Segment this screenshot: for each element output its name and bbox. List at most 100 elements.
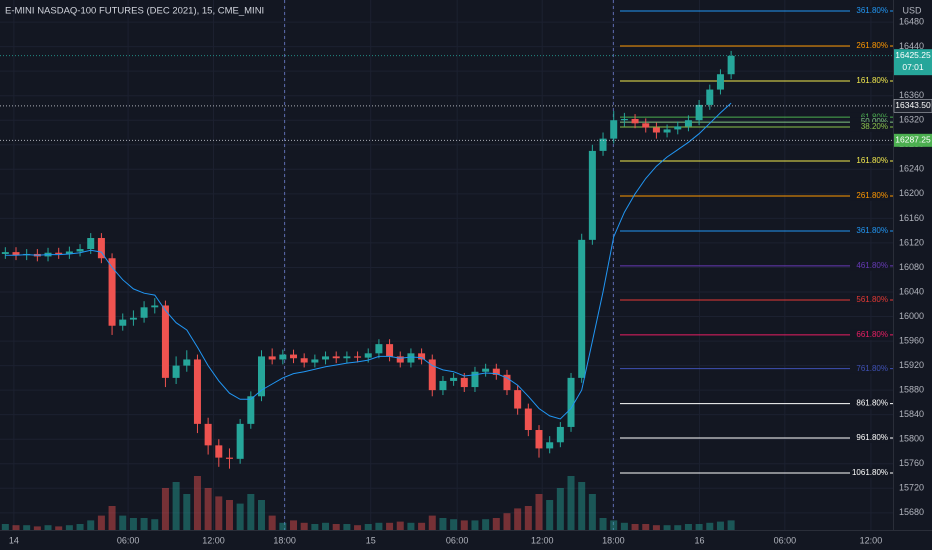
candle-body <box>716 74 724 90</box>
candle-body <box>1 252 9 254</box>
volume-bar <box>663 525 671 530</box>
volume-bar <box>12 525 20 530</box>
candle-body <box>354 356 362 358</box>
candle-body <box>524 408 532 431</box>
volume-bar <box>727 520 735 530</box>
volume-bar <box>460 520 468 530</box>
candle-body <box>87 238 95 250</box>
candle-body <box>290 354 298 359</box>
x-tick-label: 18:00 <box>602 535 625 545</box>
candle-body <box>663 129 671 133</box>
candle-body <box>322 356 330 360</box>
volume-bar <box>44 525 52 530</box>
candle-body <box>108 258 116 326</box>
candle-body <box>193 359 201 424</box>
volume-bar <box>65 525 73 530</box>
fib-label: 38.20% <box>861 122 888 131</box>
candles <box>1 50 735 469</box>
candle-body <box>610 120 618 139</box>
volume-bar <box>535 494 543 530</box>
chart-title: E-MINI NASDAQ-100 FUTURES (DEC 2021), 15… <box>5 6 264 17</box>
candle-body <box>119 319 127 326</box>
price-sublabel: 07:01 <box>902 62 924 72</box>
volume-bar <box>407 522 415 530</box>
x-tick-label: 12:00 <box>531 535 554 545</box>
volume-bar <box>119 515 127 530</box>
price-label: 16343.50 <box>895 100 931 110</box>
volume-bar <box>386 522 394 530</box>
candle-body <box>364 353 372 358</box>
volume-bar <box>631 524 639 530</box>
x-tick-label: 12:00 <box>860 535 883 545</box>
y-tick-label: 16160 <box>899 213 924 223</box>
volume-bar <box>129 518 137 530</box>
volume-bar <box>76 524 84 530</box>
axes: 1648016440164001636016320162801624016200… <box>9 16 932 545</box>
candle-body <box>215 445 223 458</box>
fib-label-bg <box>850 156 890 167</box>
volume-bar <box>311 524 319 530</box>
candle-body <box>161 305 169 378</box>
fib-label: 61.80% <box>861 112 888 121</box>
price-label: 16425.25 <box>895 50 931 60</box>
x-tick-label: 06:00 <box>117 535 140 545</box>
volume-bar <box>247 494 255 530</box>
volume-bar <box>33 526 41 530</box>
price-label-box <box>894 49 932 76</box>
price-label: 16287.25 <box>895 135 931 145</box>
x-tick-label: 12:00 <box>202 535 225 545</box>
volume-bar <box>193 476 201 530</box>
volume <box>1 476 735 530</box>
candle-body <box>386 344 394 357</box>
volume-bar <box>236 503 244 530</box>
candle-body <box>674 126 682 130</box>
fib-label-bg <box>850 398 890 409</box>
y-tick-label: 16440 <box>899 41 924 51</box>
fib-label: 961.80% <box>856 433 888 442</box>
volume-bar <box>172 482 180 530</box>
volume-bar <box>567 476 575 530</box>
price-label-box <box>893 99 932 113</box>
volume-bar <box>684 524 692 530</box>
candle-body <box>546 442 554 449</box>
volume-bar <box>695 524 703 530</box>
candle-body <box>727 55 735 75</box>
candle-body <box>695 104 703 121</box>
y-tick-label: 15960 <box>899 335 924 345</box>
volume-bar <box>674 525 682 530</box>
volume-bar <box>97 515 105 530</box>
volume-bar <box>225 500 233 530</box>
fib-label: 461.80% <box>856 261 888 270</box>
candle-body <box>268 356 276 360</box>
candle-body <box>311 359 319 363</box>
fib-label: 561.80% <box>856 295 888 304</box>
volume-bar <box>524 506 532 530</box>
candle-body <box>55 252 63 254</box>
candle-body <box>76 249 84 252</box>
volume-bar <box>268 515 276 530</box>
candle-body <box>642 123 650 128</box>
fib-label-bg <box>850 225 890 236</box>
volume-bar <box>514 508 522 530</box>
candle-body <box>151 305 159 308</box>
candle-body <box>620 119 628 121</box>
y-tick-label: 15920 <box>899 360 924 370</box>
candle-body <box>428 359 436 391</box>
volume-bar <box>471 520 479 530</box>
volume-bar <box>364 524 372 530</box>
candle-body <box>97 238 105 259</box>
fib-label-bg <box>850 75 890 86</box>
fib-label: 361.80% <box>856 226 888 235</box>
fib-levels: 361.80% 261.80% 161.80% 61.80%50.00%38.20% 1… <box>620 6 893 478</box>
volume-bar <box>290 520 298 530</box>
volume-bar <box>620 522 628 530</box>
volume-bar <box>556 488 564 530</box>
volume-bar <box>23 525 31 530</box>
volume-bar <box>482 519 490 530</box>
y-tick-label: 16080 <box>899 262 924 272</box>
y-tick-label: 15800 <box>899 434 924 444</box>
volume-bar <box>151 519 159 530</box>
volume-bar <box>418 522 426 530</box>
y-tick-label: 15840 <box>899 409 924 419</box>
